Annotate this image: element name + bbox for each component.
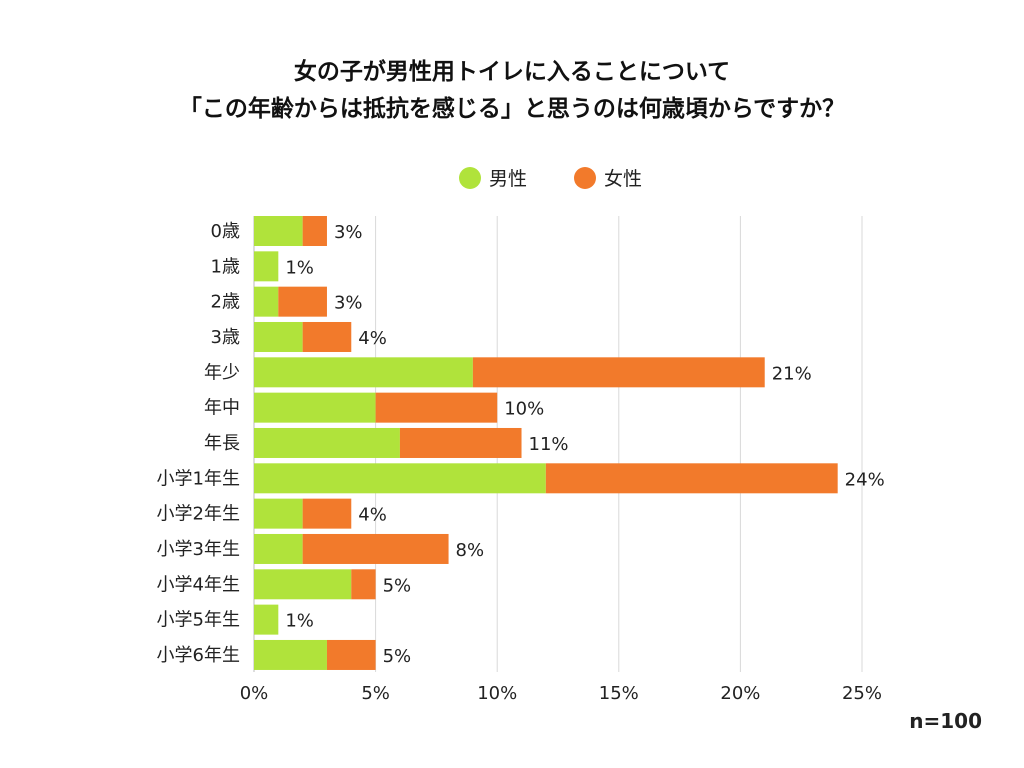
bar-male [254, 533, 303, 564]
legend-marker-male [459, 167, 481, 189]
data-label: 10% [504, 399, 544, 420]
bar-male [254, 392, 376, 423]
bar-male [254, 604, 279, 635]
y-tick-label: 小学1年生 [157, 468, 240, 489]
bar-male [254, 216, 303, 246]
bar-female [399, 427, 522, 458]
data-label: 21% [772, 363, 812, 384]
bar-female [326, 639, 376, 670]
bar-male [254, 251, 279, 282]
legend-label-male: 男性 [489, 168, 527, 190]
bar-male [254, 639, 327, 670]
y-tick-label: 年長 [204, 433, 240, 454]
data-label: 3% [334, 222, 363, 243]
bar-male [254, 427, 400, 458]
data-label: 4% [358, 328, 387, 349]
bar-male [254, 463, 546, 494]
data-label: 24% [845, 469, 885, 490]
bar-female [545, 463, 838, 494]
data-label: 1% [285, 257, 314, 278]
sample-size-annotation: n=100 [909, 709, 982, 733]
bar-female [302, 321, 352, 352]
y-tick-label: 0歳 [211, 221, 240, 242]
y-tick-label: 3歳 [211, 327, 240, 348]
bar-male [254, 321, 303, 352]
y-tick-label: 小学6年生 [157, 645, 240, 666]
y-tick-label: 2歳 [211, 292, 240, 313]
data-label: 8% [456, 540, 485, 561]
bar-female [351, 569, 376, 600]
bar-male [254, 286, 279, 317]
chart-title-line-1: 女の子が男性用トイレに入ることについて [293, 59, 731, 85]
chart-title-line-2: 「この年齢からは抵抗を感じる」と思うのは何歳頃からですか？ [178, 96, 846, 122]
bar-male [254, 569, 352, 600]
data-label: 3% [334, 293, 363, 314]
data-label: 11% [529, 434, 569, 455]
bar-male [254, 498, 303, 529]
x-tick-label: 10% [477, 683, 517, 704]
bar-female [302, 533, 449, 564]
y-tick-label: 小学4年生 [157, 574, 240, 595]
data-label: 5% [383, 646, 412, 667]
y-tick-label: 1歳 [211, 256, 240, 277]
bar-female [302, 498, 352, 529]
y-tick-label: 年中 [204, 398, 240, 419]
x-tick-label: 15% [599, 683, 639, 704]
data-label: 1% [285, 611, 314, 632]
bar-female [278, 286, 327, 317]
x-tick-label: 5% [361, 683, 390, 704]
x-tick-label: 20% [720, 683, 760, 704]
y-tick-label: 小学2年生 [157, 504, 240, 525]
x-tick-label: 25% [842, 683, 882, 704]
y-tick-label: 小学5年生 [157, 610, 240, 631]
bar-male [254, 357, 473, 388]
bar-female [302, 216, 327, 246]
data-label: 5% [383, 575, 412, 596]
y-tick-label: 年少 [204, 362, 240, 383]
data-label: 4% [358, 505, 387, 526]
legend-marker-female [574, 167, 596, 189]
x-tick-label: 0% [240, 683, 269, 704]
legend-label-female: 女性 [604, 168, 642, 190]
bar-female [472, 357, 765, 388]
y-tick-label: 小学3年生 [157, 539, 240, 560]
bar-female [375, 392, 498, 423]
